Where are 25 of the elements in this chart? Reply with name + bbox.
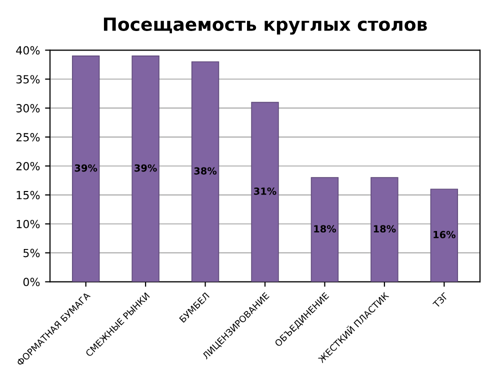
bar: [430, 188, 458, 282]
bar: [310, 177, 339, 282]
y-tick-label: 15%: [16, 190, 40, 200]
bar: [132, 56, 160, 282]
data-label: 39%: [74, 164, 98, 172]
bar: [72, 56, 100, 282]
y-tick-label: 30%: [16, 104, 40, 112]
chart-title: Посещаемость круглых столов: [104, 18, 427, 35]
data-label: 18%: [374, 225, 396, 232]
y-tick-label: 40%: [16, 46, 40, 55]
data-label: 18%: [314, 225, 336, 232]
data-label: 16%: [434, 230, 456, 238]
data-label: 39%: [134, 164, 157, 172]
bar: [370, 177, 398, 282]
x-tick-label: ТЗГ: [432, 292, 449, 308]
y-tick-label: 5%: [24, 248, 40, 258]
data-label: 31%: [254, 188, 276, 195]
bar: [191, 61, 220, 282]
y-tick-label: 35%: [16, 75, 40, 84]
y-tick-label: 0%: [23, 278, 40, 286]
data-label: 38%: [194, 167, 217, 175]
bar: [251, 102, 279, 282]
y-tick-label: 20%: [16, 162, 40, 170]
y-tick-label: 25%: [16, 133, 40, 142]
y-tick-label: 10%: [16, 220, 40, 228]
